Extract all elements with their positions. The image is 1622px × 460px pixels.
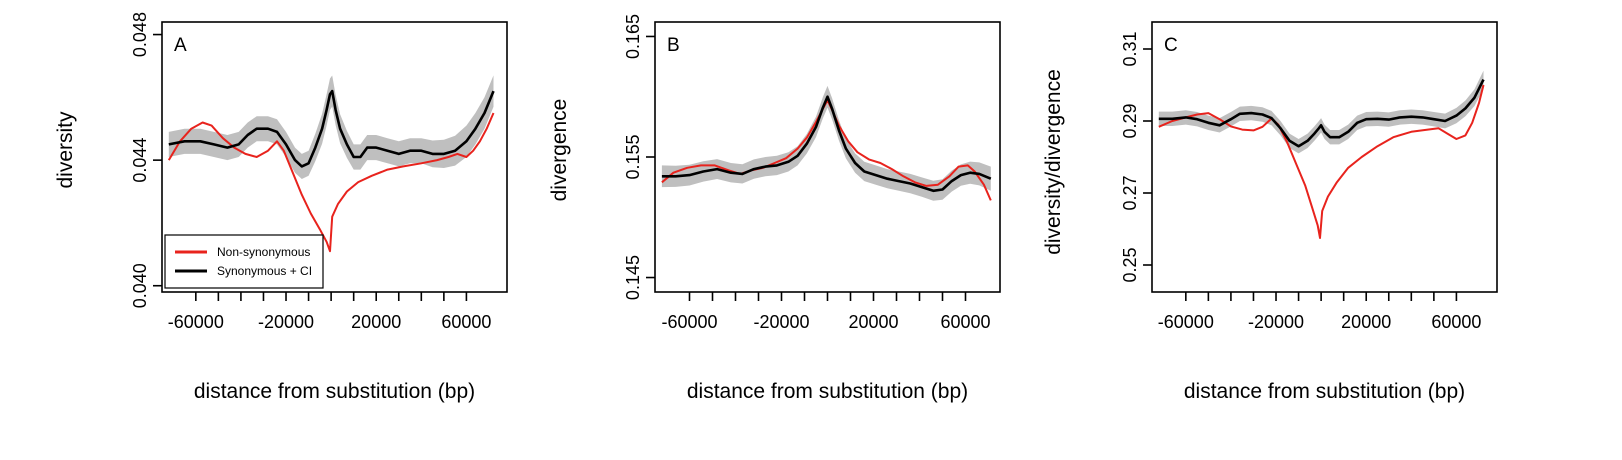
x-tick-label: 20000 — [848, 312, 898, 332]
y-tick-label: 0.25 — [1120, 247, 1140, 282]
ci-band — [168, 75, 494, 179]
x-axis-title: distance from substitution (bp) — [1184, 380, 1465, 403]
legend-label: Non-synonymous — [217, 245, 310, 259]
series-line-synonymous-ci — [168, 89, 495, 168]
series-line-non-synonymous — [1158, 84, 1485, 239]
series-line-synonymous-ci — [1158, 79, 1485, 148]
panel-c: -60000 -20000 20000 60000 0.25 0.27 0.29 0.31 di… — [1042, 21, 1498, 403]
x-axis-title: distance from substitution (bp) — [194, 380, 475, 403]
x-tick-label: -20000 — [753, 312, 809, 332]
x-tick-label: -60000 — [661, 312, 717, 332]
plot-frame — [654, 21, 1001, 293]
panel-letter: C — [1164, 35, 1178, 56]
y-tick-label: 0.27 — [1120, 175, 1140, 210]
x-tick-label: -60000 — [1158, 312, 1214, 332]
legend-label: Synonymous + CI — [217, 264, 312, 278]
ci-band — [1158, 70, 1484, 154]
x-tick-label: 20000 — [351, 312, 401, 332]
panel-a: -60000 -20000 20000 60000 0.040 0.044 0.048 dis… — [54, 12, 508, 403]
y-tick-label: 0.044 — [130, 138, 150, 183]
plot-frame — [161, 21, 508, 293]
y-tick-label: 0.145 — [623, 255, 643, 300]
x-tick-label: 60000 — [441, 312, 491, 332]
legend-box — [164, 234, 324, 289]
panel-b: -60000 -20000 20000 60000 0.145 0.155 0.165 dis… — [548, 14, 1001, 403]
x-tick-label: 60000 — [940, 312, 990, 332]
series-line-synonymous-ci — [661, 95, 992, 193]
x-tick-label: 20000 — [1341, 312, 1391, 332]
x-axis-title: distance from substitution (bp) — [687, 380, 968, 403]
panel-letter: A — [174, 35, 187, 56]
panel-letter: B — [667, 35, 680, 56]
y-axis-title: diversity — [54, 111, 77, 189]
legend: Non-synonymous Synonymous + CI — [164, 234, 324, 289]
y-tick-label: 0.155 — [623, 134, 643, 179]
y-tick-label: 0.165 — [623, 14, 643, 59]
y-axis-title: diversity/divergence — [1042, 69, 1065, 255]
y-axis-title: divergence — [548, 99, 571, 202]
x-tick-label: -20000 — [258, 312, 314, 332]
x-tick-label: -20000 — [1248, 312, 1304, 332]
x-tick-label: -60000 — [168, 312, 224, 332]
y-tick-label: 0.29 — [1120, 103, 1140, 138]
y-tick-label: 0.31 — [1120, 31, 1140, 66]
plot-frame — [1151, 21, 1498, 293]
series-line-non-synonymous — [167, 112, 495, 253]
x-tick-label: 60000 — [1431, 312, 1481, 332]
y-tick-label: 0.040 — [130, 263, 150, 308]
y-tick-label: 0.048 — [130, 12, 150, 57]
